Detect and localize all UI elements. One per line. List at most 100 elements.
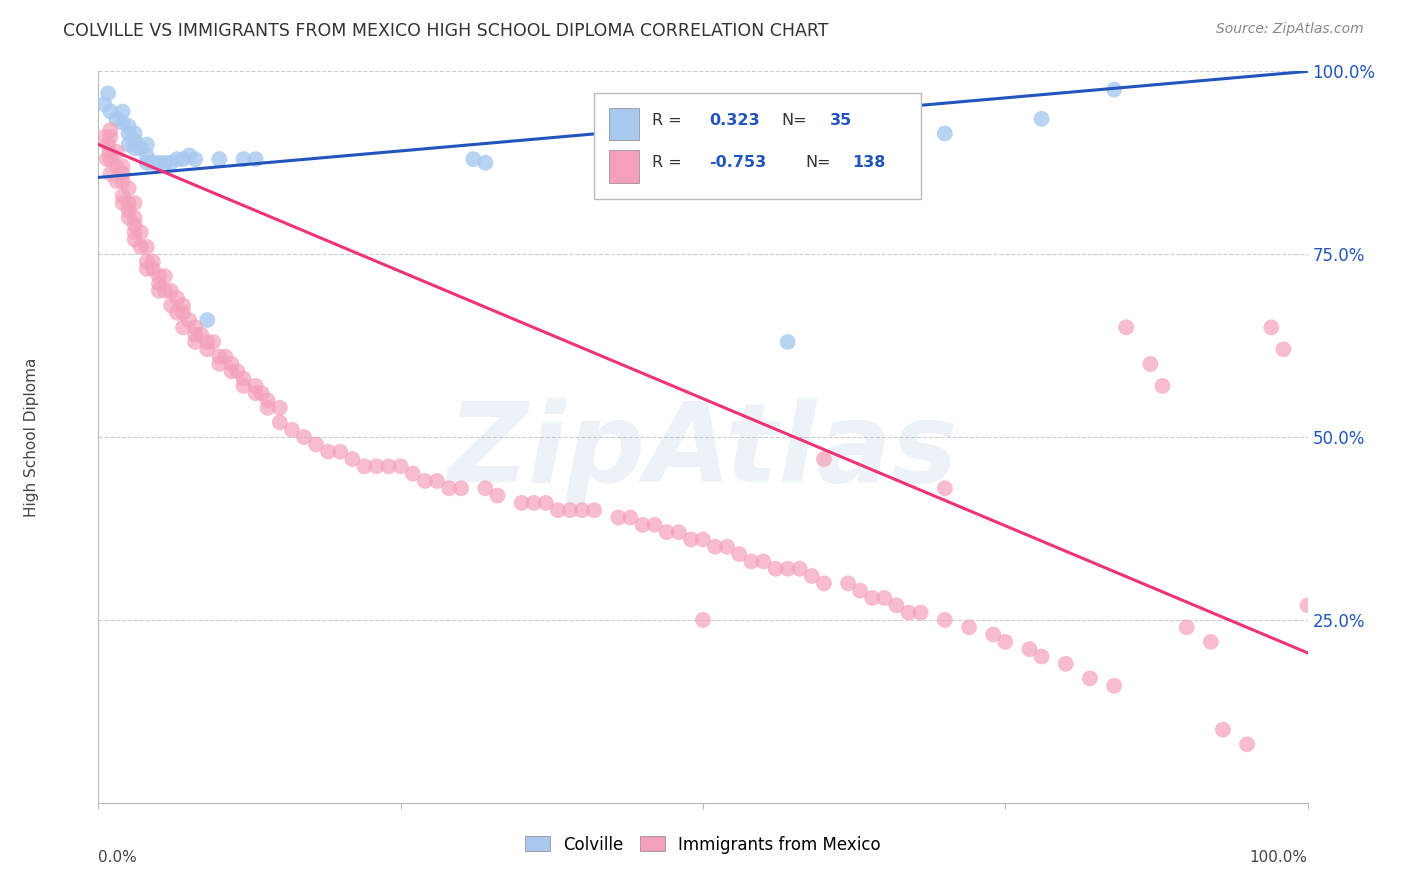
Point [245,152,267,166]
Point [111,174,134,188]
Point [135,156,157,170]
Point [166,306,188,320]
Point [1054,657,1077,671]
Point [96,152,118,166]
Point [256,401,278,415]
Point [179,148,201,162]
FancyBboxPatch shape [609,150,638,183]
Point [148,156,170,170]
Point [860,591,883,605]
Point [97,137,120,152]
Point [1078,672,1101,686]
Point [179,313,201,327]
Point [124,225,146,239]
Point [129,141,152,155]
Point [111,104,134,119]
Point [232,371,254,385]
Point [1236,737,1258,751]
Point [100,104,122,119]
Point [97,87,120,101]
Point [1260,320,1282,334]
Point [486,489,509,503]
Point [135,240,157,254]
Point [111,188,134,202]
Text: R =: R = [652,155,682,170]
Point [765,562,787,576]
Point [849,119,872,133]
Point [800,569,823,583]
Point [118,181,141,195]
Point [934,613,956,627]
Point [571,503,593,517]
Point [129,225,152,239]
Point [93,130,115,145]
Point [789,562,811,576]
Legend: Colville, Immigrants from Mexico: Colville, Immigrants from Mexico [519,829,887,860]
Point [1031,649,1053,664]
Point [281,423,304,437]
Point [124,211,146,225]
Point [776,334,799,349]
Point [776,562,799,576]
Point [558,503,581,517]
Point [135,261,157,276]
Point [184,327,207,342]
Point [208,350,231,364]
Point [111,196,134,211]
Point [1272,343,1295,357]
Point [1031,112,1053,126]
Point [172,152,194,166]
Point [148,277,170,291]
Point [124,134,146,148]
Text: 0.0%: 0.0% [98,850,138,865]
Point [256,393,278,408]
Point [1018,642,1040,657]
Point [957,620,980,634]
Point [692,613,714,627]
Text: N=: N= [782,113,807,128]
Point [160,284,183,298]
Point [728,547,751,561]
Point [305,437,328,451]
Point [1102,83,1125,97]
Point [679,533,702,547]
Point [105,112,128,126]
Point [166,152,188,166]
Point [135,148,157,162]
Point [221,357,243,371]
Point [377,459,399,474]
Point [111,160,134,174]
Point [583,503,606,517]
Point [292,430,315,444]
Text: R =: R = [652,113,682,128]
Point [886,599,908,613]
Point [142,156,165,170]
Point [342,452,364,467]
Point [124,233,146,247]
Point [111,115,134,129]
Point [111,167,134,181]
Text: 138: 138 [852,155,886,170]
Point [100,123,122,137]
Point [269,416,291,430]
Point [118,196,141,211]
Point [837,576,859,591]
Point [245,386,267,401]
Point [160,298,183,312]
Point [740,554,762,568]
Point [118,127,141,141]
Point [426,474,449,488]
Point [232,152,254,166]
Point [934,481,956,495]
Point [245,379,267,393]
Point [221,364,243,378]
Point [692,533,714,547]
Point [124,141,146,155]
Point [463,152,485,166]
Point [1139,357,1161,371]
Point [190,327,212,342]
Point [534,496,557,510]
Point [1175,620,1198,634]
Text: 0.323: 0.323 [709,113,759,128]
Point [716,540,738,554]
